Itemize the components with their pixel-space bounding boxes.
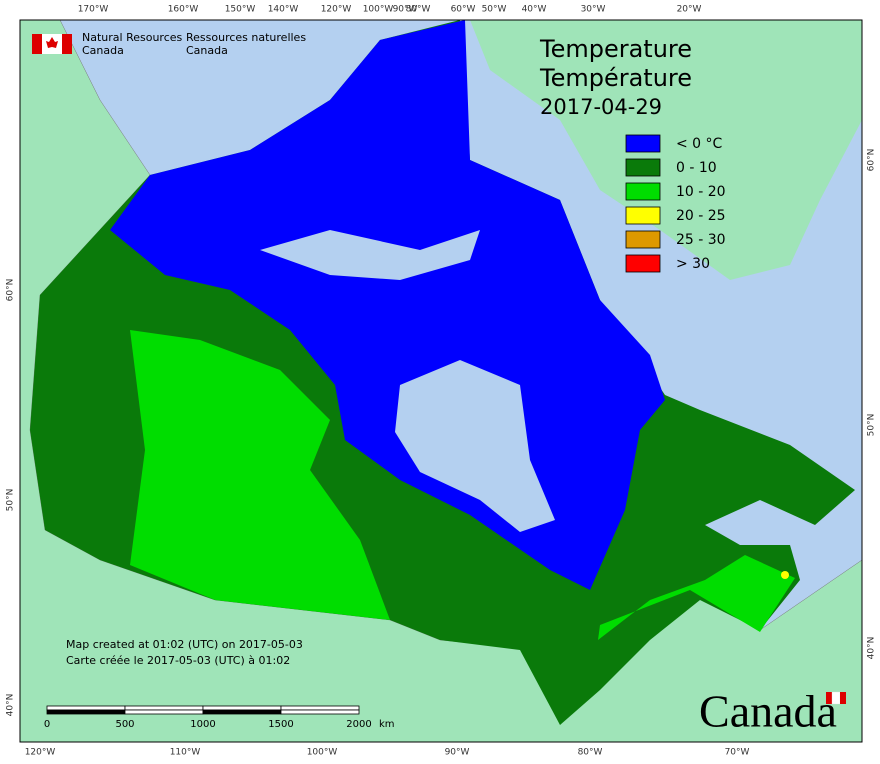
flag-bar	[826, 692, 832, 704]
scale-label: 500	[115, 719, 134, 730]
flag-bar	[32, 34, 42, 54]
legend-swatch	[625, 134, 661, 153]
legend-swatch	[625, 182, 661, 201]
wordmark-block: Canada	[699, 686, 846, 737]
legend-label: > 30	[676, 256, 710, 272]
legend: < 0 °C 0 - 10 10 - 20 20 - 25 25 - 30 > 30	[625, 134, 726, 273]
scale-segment	[280, 709, 360, 715]
lat-label: 40°N	[6, 694, 16, 717]
scale-segment	[124, 705, 204, 711]
scale-unit: km	[379, 719, 395, 730]
lon-label: 90°W	[445, 748, 470, 758]
lon-label: 90°W	[393, 5, 418, 15]
scale-segment	[124, 709, 204, 715]
legend-swatch	[625, 230, 661, 249]
legend-label: 25 - 30	[676, 232, 726, 248]
warm-prairie	[130, 330, 390, 620]
hot-spot	[781, 571, 789, 579]
lon-label: 170°W	[78, 5, 109, 15]
scale-label: 1500	[268, 719, 293, 730]
scale-label: 1000	[190, 719, 215, 730]
lon-label: 40°W	[522, 5, 547, 15]
legend-label: 10 - 20	[676, 184, 726, 200]
greenland	[470, 20, 862, 280]
warm-southeast	[598, 555, 795, 640]
lon-label: 60°W	[451, 5, 476, 15]
agency-en: Canada	[82, 44, 124, 57]
scale-segment	[46, 705, 126, 711]
lon-label: 30°W	[581, 5, 606, 15]
map-date: 2017-04-29	[540, 95, 662, 119]
lon-label: 100°W	[363, 5, 394, 15]
lat-label: 40°N	[867, 637, 877, 660]
scale-segment	[202, 709, 282, 715]
lon-label: 110°W	[170, 748, 201, 758]
map-frame	[19, 19, 863, 743]
scale-segment	[202, 705, 282, 711]
lon-label: 20°W	[677, 5, 702, 15]
scale-segment	[46, 709, 126, 715]
lon-label: 50°W	[482, 5, 507, 15]
lon-label: 120°W	[321, 5, 352, 15]
lon-label: 80°W	[578, 748, 603, 758]
scale-bar: 0 500 1000 1500 2000 km	[44, 705, 395, 730]
lon-label: 140°W	[268, 5, 299, 15]
arctic-channel	[260, 230, 480, 280]
lat-label: 50°N	[6, 489, 16, 512]
lon-label: 150°W	[225, 5, 256, 15]
agency-fr: Ressources naturelles	[186, 31, 306, 44]
legend-swatch	[625, 206, 661, 225]
lon-label: 80°W	[406, 5, 431, 15]
legend-label: 0 - 10	[676, 160, 717, 176]
flag-bar	[62, 34, 72, 54]
maple-leaf	[46, 37, 58, 48]
lon-label: 100°W	[307, 748, 338, 758]
scale-segment	[280, 705, 360, 711]
agency-en: Natural Resources	[82, 31, 183, 44]
scale-label: 2000	[346, 719, 371, 730]
lon-label: 120°W	[25, 748, 56, 758]
title-fr: Température	[539, 64, 692, 92]
footnote: Map created at 01:02 (UTC) on 2017-05-03	[66, 638, 303, 651]
footnote: Carte créée le 2017-05-03 (UTC) à 01:02	[66, 654, 290, 667]
legend-swatch	[625, 254, 661, 273]
legend-label: 20 - 25	[676, 208, 726, 224]
lon-label: 70°W	[725, 748, 750, 758]
scale-label: 0	[44, 719, 50, 730]
legend-swatch	[625, 158, 661, 177]
flag-bar	[840, 692, 846, 704]
lon-label: 160°W	[168, 5, 199, 15]
land	[19, 19, 863, 743]
lat-label: 50°N	[867, 414, 877, 437]
hudson-bay	[395, 360, 555, 532]
logo: Natural Resources Canada Ressources natu…	[32, 31, 306, 57]
agency-fr: Canada	[186, 44, 228, 57]
lat-label: 60°N	[6, 279, 16, 302]
lat-label: 60°N	[867, 149, 877, 172]
title-en: Temperature	[539, 35, 692, 63]
legend-label: < 0 °C	[676, 136, 723, 152]
graticule-labels: 170°W 160°W 150°W 140°W 120°W 100°W 90°W80°W 60…	[6, 5, 877, 758]
wordmark: Canada	[699, 686, 837, 737]
